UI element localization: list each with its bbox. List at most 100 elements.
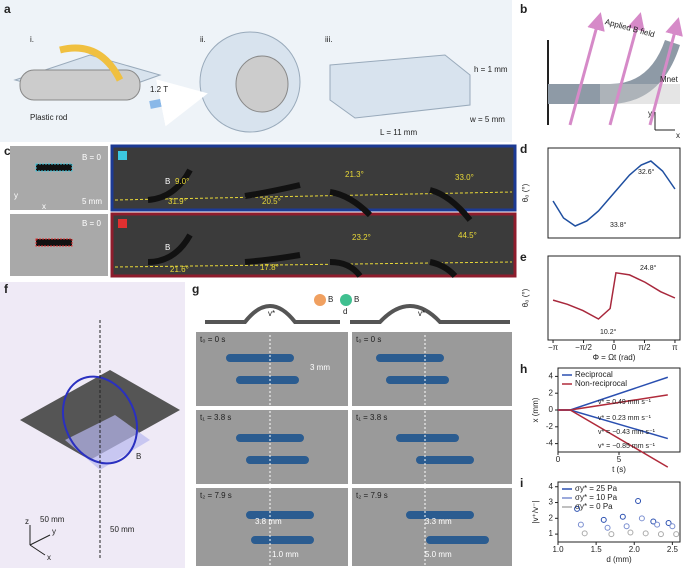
x-tick-label: π: [672, 343, 678, 352]
y-tick-label: 4: [549, 482, 554, 491]
panel-g: g v* v* B B d t₀ = 0 s t₁ = 3.8 s t₂ = 7…: [192, 282, 512, 566]
annotation: v* = −0.43 mm s⁻¹: [598, 429, 656, 436]
point: [604, 524, 611, 531]
annotation: v* = 0.49 mm s⁻¹: [598, 399, 652, 406]
point: [665, 520, 672, 527]
angle: 31.9°: [168, 197, 187, 206]
point: [635, 497, 642, 504]
y-tick-label: -2: [546, 422, 554, 431]
axes-icon: [654, 112, 675, 131]
bend-arrow: [59, 44, 124, 82]
beam: [35, 238, 73, 247]
point: [638, 515, 645, 522]
axis-label: x: [42, 202, 46, 211]
y-tick-label: 3: [549, 498, 554, 507]
x-axis-label: d (mm): [606, 555, 632, 564]
beam: [35, 163, 73, 172]
beam-rest: [600, 84, 680, 104]
x-tick-label: 1.5: [591, 545, 603, 554]
marker: [118, 151, 127, 160]
x-tick-label: 1.0: [552, 545, 564, 554]
photo: [10, 146, 108, 210]
dimension: h = 1 mm: [474, 65, 508, 74]
point: [673, 531, 680, 538]
axis-label: y: [14, 191, 18, 200]
panel-label: h: [520, 362, 527, 376]
track: [205, 304, 340, 324]
field-line: [648, 17, 683, 126]
point: [600, 516, 607, 523]
legend-label: Non-reciprocal: [575, 379, 627, 388]
annotation: 24.8°: [640, 264, 657, 272]
axis-label: y: [648, 109, 652, 118]
point: [654, 521, 661, 528]
reference: [114, 191, 513, 201]
legend-label: σy* = 10 Pa: [575, 493, 618, 502]
y-tick-label: 2: [549, 513, 554, 522]
time: t₀ = 0 s: [200, 335, 225, 344]
y-axis-label: |v⁺/v⁻|: [531, 501, 540, 524]
frames: [196, 332, 512, 566]
y-axis-label: x (mm): [531, 397, 540, 422]
angle: 23.2°: [352, 233, 371, 242]
time: t₀ = 0 s: [356, 335, 381, 344]
gap: d: [343, 307, 347, 316]
plot-area: [557, 481, 681, 543]
axis-label: y: [52, 527, 56, 536]
field-label: B: [328, 295, 333, 304]
swimmers: [226, 354, 489, 544]
field-label: B: [354, 295, 359, 304]
angle: 20.5°: [262, 197, 281, 206]
dimension: w = 5 mm: [469, 115, 505, 124]
speed: v*: [268, 309, 275, 318]
distance: 5.0 mm: [425, 550, 452, 559]
reference: [114, 261, 513, 268]
angle: 17.8°: [260, 263, 279, 272]
photo-row: [110, 212, 517, 278]
y-tick-label: 1: [549, 529, 554, 538]
distance: 1.0 mm: [272, 550, 299, 559]
time: t₂ = 7.9 s: [200, 491, 232, 500]
core: [235, 55, 289, 113]
moment-label: Mnet: [660, 75, 679, 84]
photo: [196, 410, 348, 484]
x-axis-label: t (s): [612, 465, 626, 474]
x-tick-label: π/2: [638, 343, 651, 352]
field-label: B: [136, 452, 141, 461]
point: [650, 518, 657, 525]
panel-label: b: [520, 2, 527, 16]
photo: [352, 410, 512, 484]
x-tick-label: 0: [556, 455, 561, 464]
field-line: [608, 12, 645, 126]
distance: 3.8 mm: [255, 517, 282, 526]
legend-label: σy* = 25 Pa: [575, 484, 618, 493]
field-label: Applied B field: [604, 17, 656, 39]
orbit: [62, 375, 138, 465]
panel-f: f B 50 mm 50 mm y z x: [0, 282, 185, 568]
axis-label: z: [25, 517, 29, 526]
point: [608, 531, 615, 538]
series-line: [552, 271, 676, 320]
point: [669, 523, 676, 530]
x-tick-label: 0: [612, 343, 617, 352]
point: [627, 529, 634, 536]
step: ii.: [200, 35, 206, 44]
panel-label: f: [4, 282, 9, 296]
photo: [352, 488, 512, 566]
panel-label: c: [4, 144, 11, 158]
zero-field: B = 0: [82, 219, 101, 228]
axis-label: x: [47, 553, 51, 562]
photo: [196, 332, 348, 406]
rotation-icon: [314, 294, 326, 306]
panel-c: c B = 0 B = 0 5 mm x y B B 9.0° 31.9° 20…: [4, 144, 517, 279]
dimension: L = 11 mm: [380, 128, 417, 137]
scale-bar: 5 mm: [82, 197, 102, 206]
dimension: 50 mm: [110, 525, 135, 534]
plot-area: [547, 147, 681, 239]
axes-icon: [29, 525, 51, 556]
annotation: v* = −0.85 mm s⁻¹: [598, 443, 656, 450]
panel-b: b Applied B field Mnet x y: [520, 2, 683, 140]
series-line: [552, 160, 676, 227]
step: i.: [30, 35, 34, 44]
legend-label: Reciprocal: [575, 370, 613, 379]
